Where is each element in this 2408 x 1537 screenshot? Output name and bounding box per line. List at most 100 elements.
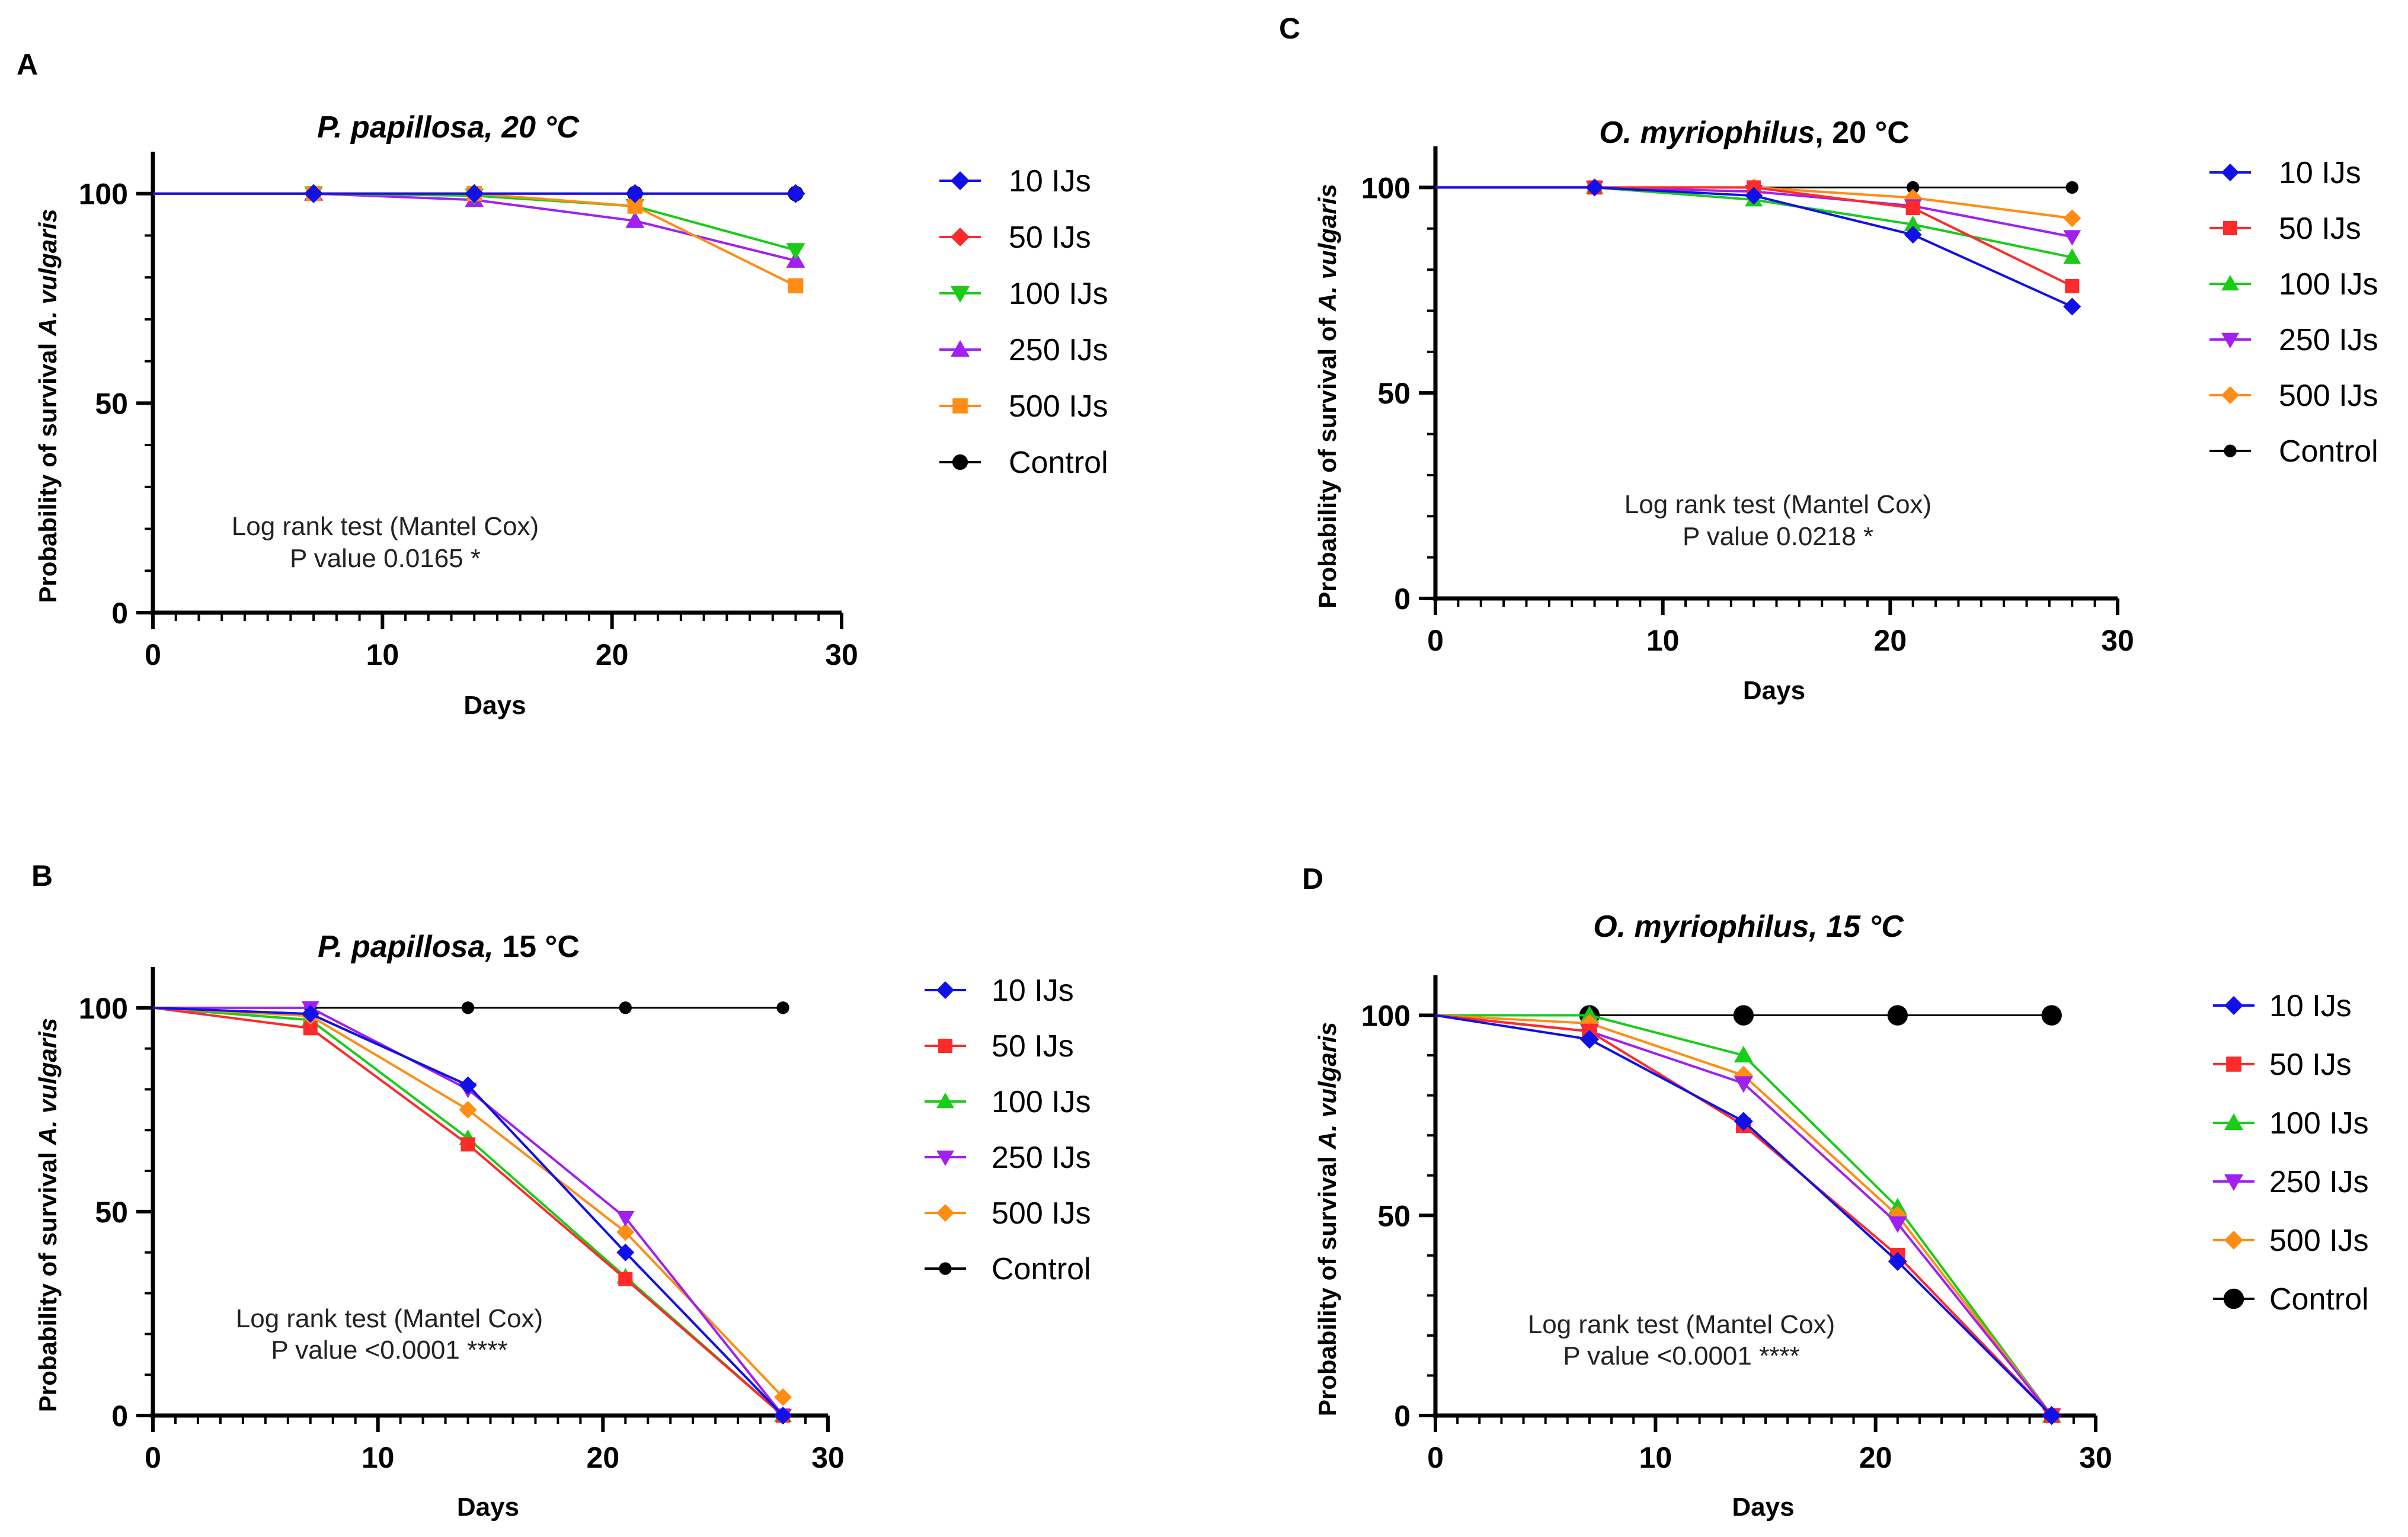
legend: 10 IJs 50 IJs 100 IJs 250 IJs 500 IJs Control [2213, 989, 2369, 1317]
legend-marker [2221, 275, 2239, 291]
series-10-ijs [1435, 178, 2081, 316]
data-point-10-ijs [1904, 226, 1922, 244]
legend-label: 50 IJs [2279, 212, 2361, 246]
panel-c: C O. myriophilus, 20 °C 0 10 20 30 0 50 100 Days P… [1279, 12, 2378, 705]
legend-label: 50 IJs [992, 1029, 1074, 1064]
data-point-500-ijs [774, 1388, 792, 1407]
legend-label: 50 IJs [1009, 220, 1091, 255]
legend-marker [936, 1150, 954, 1166]
data-point-10-ijs [774, 1407, 792, 1424]
y-tick-label: 0 [1394, 582, 1411, 616]
chart-title-condition: , 20 °C [1815, 116, 1910, 150]
legend-label: Control [2279, 434, 2378, 469]
legend-label: 50 IJs [2269, 1048, 2352, 1082]
x-tick-label: 30 [825, 638, 858, 671]
y-tick-label: 50 [95, 387, 128, 420]
data-point-control [619, 1001, 632, 1014]
panel-a: A P. papillosa, 20 °C 0 10 20 30 0 50 100 Days Pro… [17, 48, 1108, 720]
legend: 10 IJs 50 IJs 100 IJs 250 IJs 500 IJs Control [939, 164, 1108, 480]
legend: 10 IJs 50 IJs 100 IJs 250 IJs 500 IJs Control [2209, 156, 2378, 469]
legend-label: 100 IJs [1009, 277, 1108, 311]
legend-marker [2223, 1288, 2244, 1309]
legend-marker [2221, 386, 2239, 404]
data-point-10-ijs [2063, 297, 2081, 316]
series-500-ijs [152, 1006, 792, 1407]
data-point-500-ijs [459, 1100, 477, 1119]
legend-label: 100 IJs [2279, 267, 2378, 302]
legend-label: 250 IJs [2269, 1165, 2369, 1199]
legend-marker [2224, 1113, 2243, 1130]
y-tick-label: 50 [1377, 1199, 1411, 1232]
data-point-control [1733, 1005, 1754, 1026]
legend-marker [951, 171, 970, 190]
x-axis-label: Days [1743, 676, 1805, 705]
data-point-50-ijs [461, 1137, 475, 1152]
y-axis-label-prefix: Probability of survival [34, 336, 62, 603]
data-point-control [1887, 1005, 1908, 1026]
y-axis-label-prefix: Probability of survival of [1313, 311, 1341, 609]
legend-label: 250 IJs [992, 1141, 1091, 1175]
data-point-10-ijs [301, 1005, 319, 1023]
data-point-10-ijs [616, 1243, 635, 1261]
legend-label: 500 IJs [992, 1196, 1091, 1231]
data-point-10-ijs [304, 184, 324, 203]
chart-title-species: O. myriophilus [1599, 116, 1815, 150]
legend-marker [951, 286, 970, 303]
x-tick-label: 20 [596, 638, 629, 671]
x-tick-label: 0 [145, 638, 161, 671]
y-tick-label: 100 [1361, 1000, 1411, 1033]
data-point-control [1907, 181, 1920, 194]
chart-title: P. papillosa, 20 °C [317, 110, 580, 145]
p-value-label: P value <0.0001 **** [1563, 1341, 1799, 1371]
legend-marker [2224, 1174, 2243, 1191]
data-point-50-ijs [2065, 278, 2080, 293]
data-point-10-ijs [625, 184, 645, 203]
series-10-ijs [153, 184, 805, 203]
legend-marker [936, 981, 954, 999]
y-axis-label-species: A. vulgaris [1313, 184, 1341, 312]
panel-label: C [1279, 12, 1300, 45]
chart-title: O. myriophilus, 15 °C [1593, 910, 1904, 944]
y-tick-label: 100 [1361, 171, 1411, 204]
data-point-100-ijs [1734, 1046, 1753, 1063]
log-rank-test-label: Log rank test (Mantel Cox) [1624, 490, 1931, 519]
legend-label: 500 IJs [2269, 1224, 2369, 1258]
y-tick-label: 100 [79, 178, 128, 211]
chart-title: P. papillosa, 15 °C [318, 930, 580, 964]
log-rank-test-label: Log rank test (Mantel Cox) [236, 1304, 543, 1333]
legend-marker [2224, 996, 2243, 1015]
legend-marker [2226, 1056, 2241, 1072]
panel-label: B [31, 859, 53, 892]
y-axis-label-species: A. vulgaris [34, 209, 62, 337]
x-tick-label: 10 [362, 1441, 395, 1474]
p-value-label: P value 0.0218 * [1683, 522, 1873, 551]
x-axis-label: Days [1732, 1493, 1794, 1522]
p-value-label: P value <0.0001 **** [271, 1336, 507, 1365]
y-tick-label: 0 [1394, 1400, 1411, 1433]
data-point-250-ijs [616, 1211, 635, 1227]
data-point-500-ijs [616, 1223, 635, 1241]
y-axis-label-prefix: Probability of survival [34, 1145, 62, 1412]
panel-label: D [1302, 862, 1323, 895]
y-axis-label: Probability of survival A. vulgaris [1313, 1022, 1341, 1416]
legend-label: 500 IJs [2279, 379, 2378, 413]
x-tick-label: 0 [145, 1441, 161, 1474]
y-tick-label: 50 [95, 1196, 128, 1229]
legend-marker [952, 454, 968, 470]
x-tick-label: 20 [587, 1441, 620, 1474]
legend-label: 100 IJs [2269, 1106, 2369, 1141]
legend-marker [2221, 332, 2239, 348]
legend-label: 250 IJs [1009, 333, 1108, 367]
y-axis-label-species: A. vulgaris [34, 1018, 62, 1146]
chart-title-condition: 15 °C [494, 930, 580, 964]
x-tick-label: 0 [1427, 624, 1444, 657]
panel-label: A [17, 48, 38, 81]
data-point-10-ijs [1585, 178, 1604, 197]
data-point-100-ijs [786, 243, 805, 260]
data-point-10-ijs [1734, 1112, 1753, 1131]
data-point-500-ijs [788, 278, 804, 294]
legend-label: Control [2269, 1282, 2369, 1317]
y-axis-label: Probability of survival A. vulgaris [34, 1018, 62, 1412]
legend-marker [952, 398, 968, 414]
